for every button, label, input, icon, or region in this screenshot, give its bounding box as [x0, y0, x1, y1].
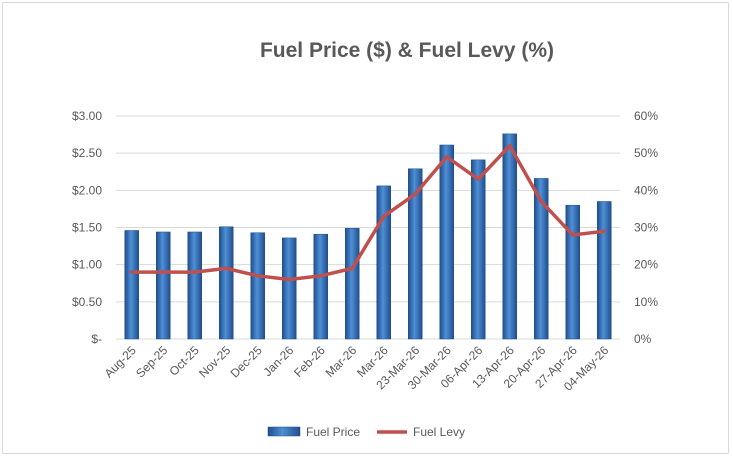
x-axis-tick-label: Dec-25: [228, 343, 265, 380]
right-axis-tick-label: 40%: [634, 183, 658, 197]
left-axis-tick-label: $1.50: [72, 221, 102, 235]
right-axis-tick-label: 20%: [634, 258, 658, 272]
fuel-price-bar: [597, 201, 612, 340]
right-axis-tick-label: 30%: [634, 221, 658, 235]
left-axis-tick-label: $-: [91, 332, 102, 346]
x-axis-tick-label: Sep-25: [133, 343, 170, 380]
fuel-price-bar: [471, 159, 486, 340]
fuel-price-bar: [376, 185, 391, 340]
fuel-price-bar: [282, 237, 297, 340]
left-axis-labels: $- $0.50 $1.00 $1.50 $2.00 $2.50 $3.00: [72, 109, 102, 346]
legend-fuel-price-swatch: [267, 426, 301, 437]
fuel-price-bar: [534, 178, 549, 340]
fuel-price-bar: [124, 230, 139, 340]
left-axis-tick-label: $0.50: [72, 295, 102, 309]
x-axis-tick-label: Feb-26: [291, 343, 328, 380]
left-axis-tick-label: $2.00: [72, 183, 102, 197]
fuel-price-bar: [345, 227, 360, 340]
fuel-price-bar: [313, 233, 328, 340]
x-axis-tick-label: Mar-26: [323, 343, 360, 380]
x-axis-tick-label: Aug-25: [102, 343, 139, 380]
fuel-price-bar: [408, 168, 423, 340]
fuel-price-bar: [439, 144, 454, 340]
left-axis-tick-label: $1.00: [72, 258, 102, 272]
x-axis-labels: Aug-25Sep-25Oct-25Nov-25Dec-25Jan-26Feb-…: [102, 343, 612, 394]
fuel-price-bar: [219, 226, 234, 340]
fuel-price-bar: [502, 133, 517, 340]
x-axis-tick-label: Oct-25: [167, 343, 203, 379]
fuel-price-bars: [124, 133, 612, 340]
legend: Fuel Price Fuel Levy: [267, 425, 465, 439]
legend-fuel-levy-label: Fuel Levy: [413, 425, 465, 439]
right-axis-tick-label: 50%: [634, 146, 658, 160]
fuel-price-bar: [187, 231, 202, 340]
x-axis-tick-label: Nov-25: [196, 343, 233, 380]
right-axis-labels: 0% 10% 20% 30% 40% 50% 60%: [634, 109, 658, 346]
left-axis-tick-label: $3.00: [72, 109, 102, 123]
right-axis-tick-label: 60%: [634, 109, 658, 123]
legend-fuel-price-label: Fuel Price: [306, 425, 360, 439]
fuel-levy-line: [130, 143, 606, 282]
x-axis-tick-label: Jan-26: [261, 343, 297, 379]
chart-title: Fuel Price ($) & Fuel Levy (%): [260, 39, 554, 62]
fuel-price-bar: [156, 231, 171, 340]
fuel-price-bar: [565, 204, 580, 340]
fuel-price-bar: [250, 232, 265, 340]
right-axis-tick-label: 0%: [634, 332, 652, 346]
left-axis-tick-label: $2.50: [72, 146, 102, 160]
fuel-levy-line-group: [130, 143, 606, 282]
right-axis-tick-label: 10%: [634, 295, 658, 309]
